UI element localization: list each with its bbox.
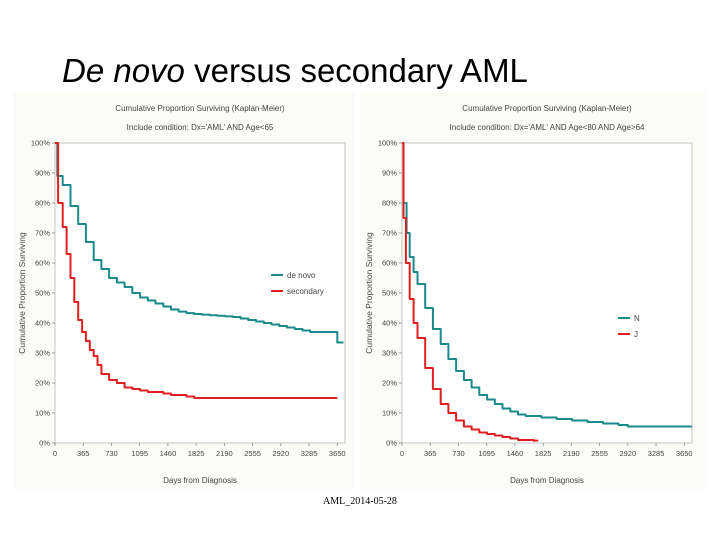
y-tick-label: 50%: [35, 289, 50, 298]
legend-label: de novo: [287, 271, 316, 280]
y-tick-label: 20%: [35, 379, 50, 388]
x-tick-label: 1460: [160, 449, 177, 458]
x-axis-label: Days from Diagnosis: [510, 476, 584, 485]
x-tick-label: 1460: [507, 449, 524, 458]
y-axis-label: Cumulative Proportion Surviving: [364, 232, 374, 354]
x-tick-label: 1825: [188, 449, 205, 458]
x-tick-label: 3285: [301, 449, 318, 458]
x-tick-label: 365: [77, 449, 90, 458]
chart-panel-left: Cumulative Proportion Surviving (Kaplan-…: [13, 92, 359, 490]
plot-area: [54, 142, 346, 444]
y-tick-label: 100%: [378, 139, 398, 148]
x-tick-label: 3650: [329, 449, 346, 458]
slide-title-italic: De novo: [62, 52, 185, 89]
series-line-n: [402, 142, 692, 428]
plot-area: [401, 142, 693, 444]
chart-title: Cumulative Proportion Surviving (Kaplan-…: [462, 104, 632, 113]
x-tick-label: 2920: [272, 449, 289, 458]
y-tick-label: 40%: [35, 319, 50, 328]
y-tick-label: 50%: [382, 289, 397, 298]
y-tick-label: 10%: [35, 409, 50, 418]
x-tick-label: 1825: [535, 449, 552, 458]
x-tick-label: 0: [53, 449, 57, 458]
y-tick-label: 90%: [35, 169, 50, 178]
x-tick-label: 2555: [244, 449, 261, 458]
slide-title-rest: versus secondary AML: [184, 52, 528, 89]
slide-title: De novo versus secondary AML: [62, 52, 528, 90]
x-tick-label: 2190: [216, 449, 233, 458]
x-tick-label: 3650: [676, 449, 693, 458]
chart-subtitle: Include condition: Dx='AML' AND Age<80 A…: [450, 123, 646, 132]
y-tick-label: 30%: [35, 349, 50, 358]
chart-title: Cumulative Proportion Surviving (Kaplan-…: [115, 104, 285, 113]
x-tick-label: 2555: [591, 449, 608, 458]
y-tick-label: 0%: [386, 439, 397, 448]
y-tick-label: 60%: [35, 259, 50, 268]
x-tick-label: 2920: [619, 449, 636, 458]
y-tick-label: 90%: [382, 169, 397, 178]
legend-label: N: [634, 314, 640, 323]
x-tick-label: 1095: [131, 449, 148, 458]
y-tick-label: 70%: [382, 229, 397, 238]
series-line-j: [402, 142, 539, 442]
series-line-de-novo: [55, 142, 344, 344]
chart-panel-right: Cumulative Proportion Surviving (Kaplan-…: [360, 92, 706, 490]
legend-label: J: [634, 330, 638, 339]
y-tick-label: 20%: [382, 379, 397, 388]
x-tick-label: 0: [400, 449, 404, 458]
x-tick-label: 730: [452, 449, 465, 458]
slide-footer: AML_2014-05-28: [323, 496, 397, 507]
y-tick-label: 80%: [382, 199, 397, 208]
x-tick-label: 365: [424, 449, 437, 458]
km-chart-age-65-to-80: Cumulative Proportion Surviving (Kaplan-…: [364, 104, 693, 485]
y-tick-label: 40%: [382, 319, 397, 328]
y-tick-label: 80%: [35, 199, 50, 208]
y-tick-label: 70%: [35, 229, 50, 238]
x-axis-label: Days from Diagnosis: [163, 476, 237, 485]
y-axis-label: Cumulative Proportion Surviving: [17, 232, 27, 354]
legend-label: secondary: [287, 287, 324, 296]
x-tick-label: 3285: [648, 449, 665, 458]
series-line-secondary: [55, 142, 338, 399]
y-tick-label: 100%: [31, 139, 51, 148]
km-chart-age-under-65: Cumulative Proportion Surviving (Kaplan-…: [17, 104, 346, 485]
x-tick-label: 1095: [478, 449, 495, 458]
y-tick-label: 60%: [382, 259, 397, 268]
y-tick-label: 0%: [39, 439, 50, 448]
y-tick-label: 10%: [382, 409, 397, 418]
y-tick-label: 30%: [382, 349, 397, 358]
x-tick-label: 2190: [563, 449, 580, 458]
panel-divider: [355, 92, 360, 490]
x-tick-label: 730: [105, 449, 118, 458]
chart-subtitle: Include condition: Dx='AML' AND Age<65: [127, 123, 274, 132]
